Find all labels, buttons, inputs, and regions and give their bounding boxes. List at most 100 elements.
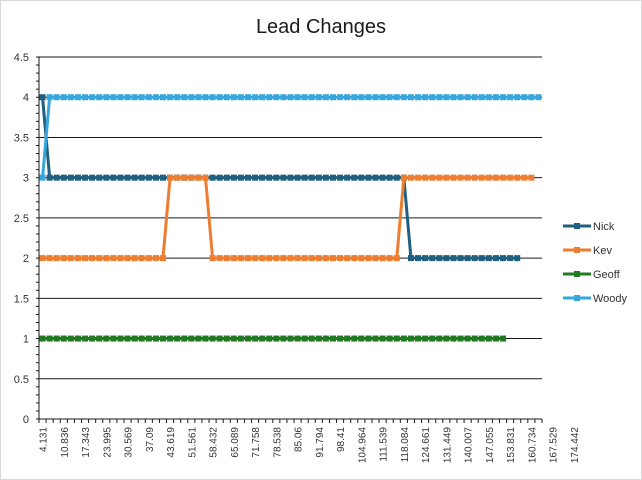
legend-item-nick: Nick [563,221,615,233]
data-point [230,255,237,262]
data-point [273,94,280,101]
x-tick-label: 160.734 [527,427,538,464]
data-point [393,255,400,262]
data-point [485,174,492,181]
x-tick-label: 131.449 [442,427,453,464]
data-point [308,94,315,101]
data-point [138,174,145,181]
data-point [216,255,223,262]
data-point [450,94,457,101]
data-point [407,335,414,342]
data-point [450,174,457,181]
data-point [358,174,365,181]
data-point [181,174,188,181]
x-tick-label: 23.995 [102,427,113,458]
data-point [358,255,365,262]
x-tick-label: 147.055 [485,427,496,464]
data-point [365,174,372,181]
data-point [39,335,46,342]
data-point [223,94,230,101]
data-point [500,94,507,101]
data-point [287,94,294,101]
data-point [39,94,46,101]
x-tick-label: 10.836 [60,427,71,458]
data-point [152,335,159,342]
data-point [74,335,81,342]
data-point [209,94,216,101]
data-point [195,335,202,342]
data-point [103,335,110,342]
x-tick-label: 167.529 [549,427,560,464]
data-point [294,335,301,342]
data-point [528,94,535,101]
x-tick-label: 85.06 [294,427,305,452]
series-woody [39,94,542,181]
data-point [443,174,450,181]
data-point [492,335,499,342]
data-point [315,94,322,101]
data-point [372,255,379,262]
data-point [67,174,74,181]
x-tick-label: 174.442 [570,427,581,464]
data-point [351,255,358,262]
data-point [301,255,308,262]
data-point [415,255,422,262]
data-point [252,255,259,262]
data-point [407,94,414,101]
data-point [216,335,223,342]
data-point [492,174,499,181]
data-point [407,174,414,181]
data-point [259,94,266,101]
data-point [89,255,96,262]
data-point [39,255,46,262]
data-point [195,94,202,101]
data-point [53,94,60,101]
data-point [422,94,429,101]
data-point [337,335,344,342]
data-point [82,94,89,101]
data-point [287,255,294,262]
data-point [464,94,471,101]
data-point [82,255,89,262]
data-point [46,255,53,262]
data-point [415,174,422,181]
chart-title: Lead Changes [256,16,386,38]
data-point [174,94,181,101]
data-point [450,335,457,342]
data-point [500,255,507,262]
data-point [301,174,308,181]
x-tick-label: 58.432 [209,427,220,458]
data-point [436,94,443,101]
data-point [464,255,471,262]
series-geoff [39,335,507,342]
data-point [60,255,67,262]
data-point [60,174,67,181]
data-point [223,255,230,262]
data-point [82,335,89,342]
data-point [74,174,81,181]
data-point [315,335,322,342]
gridlines [39,56,542,420]
data-point [450,255,457,262]
data-point [167,174,174,181]
data-point [485,94,492,101]
data-point [266,335,273,342]
y-tick-label: 2 [23,253,29,265]
y-tick-label: 0 [23,414,29,426]
data-point [379,335,386,342]
data-point [145,335,152,342]
data-point [386,335,393,342]
x-tick-label: 104.964 [357,427,368,464]
data-point [145,174,152,181]
data-point [407,255,414,262]
data-point [308,335,315,342]
data-point [400,94,407,101]
x-tick-label: 140.007 [464,427,475,464]
x-tick-label: 37.09 [145,427,156,452]
data-point [188,335,195,342]
data-point [167,335,174,342]
data-point [330,335,337,342]
data-point [301,335,308,342]
data-point [372,94,379,101]
data-point [89,94,96,101]
